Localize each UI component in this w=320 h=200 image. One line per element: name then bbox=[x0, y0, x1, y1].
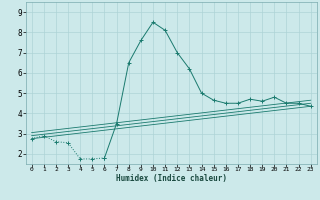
X-axis label: Humidex (Indice chaleur): Humidex (Indice chaleur) bbox=[116, 174, 227, 183]
